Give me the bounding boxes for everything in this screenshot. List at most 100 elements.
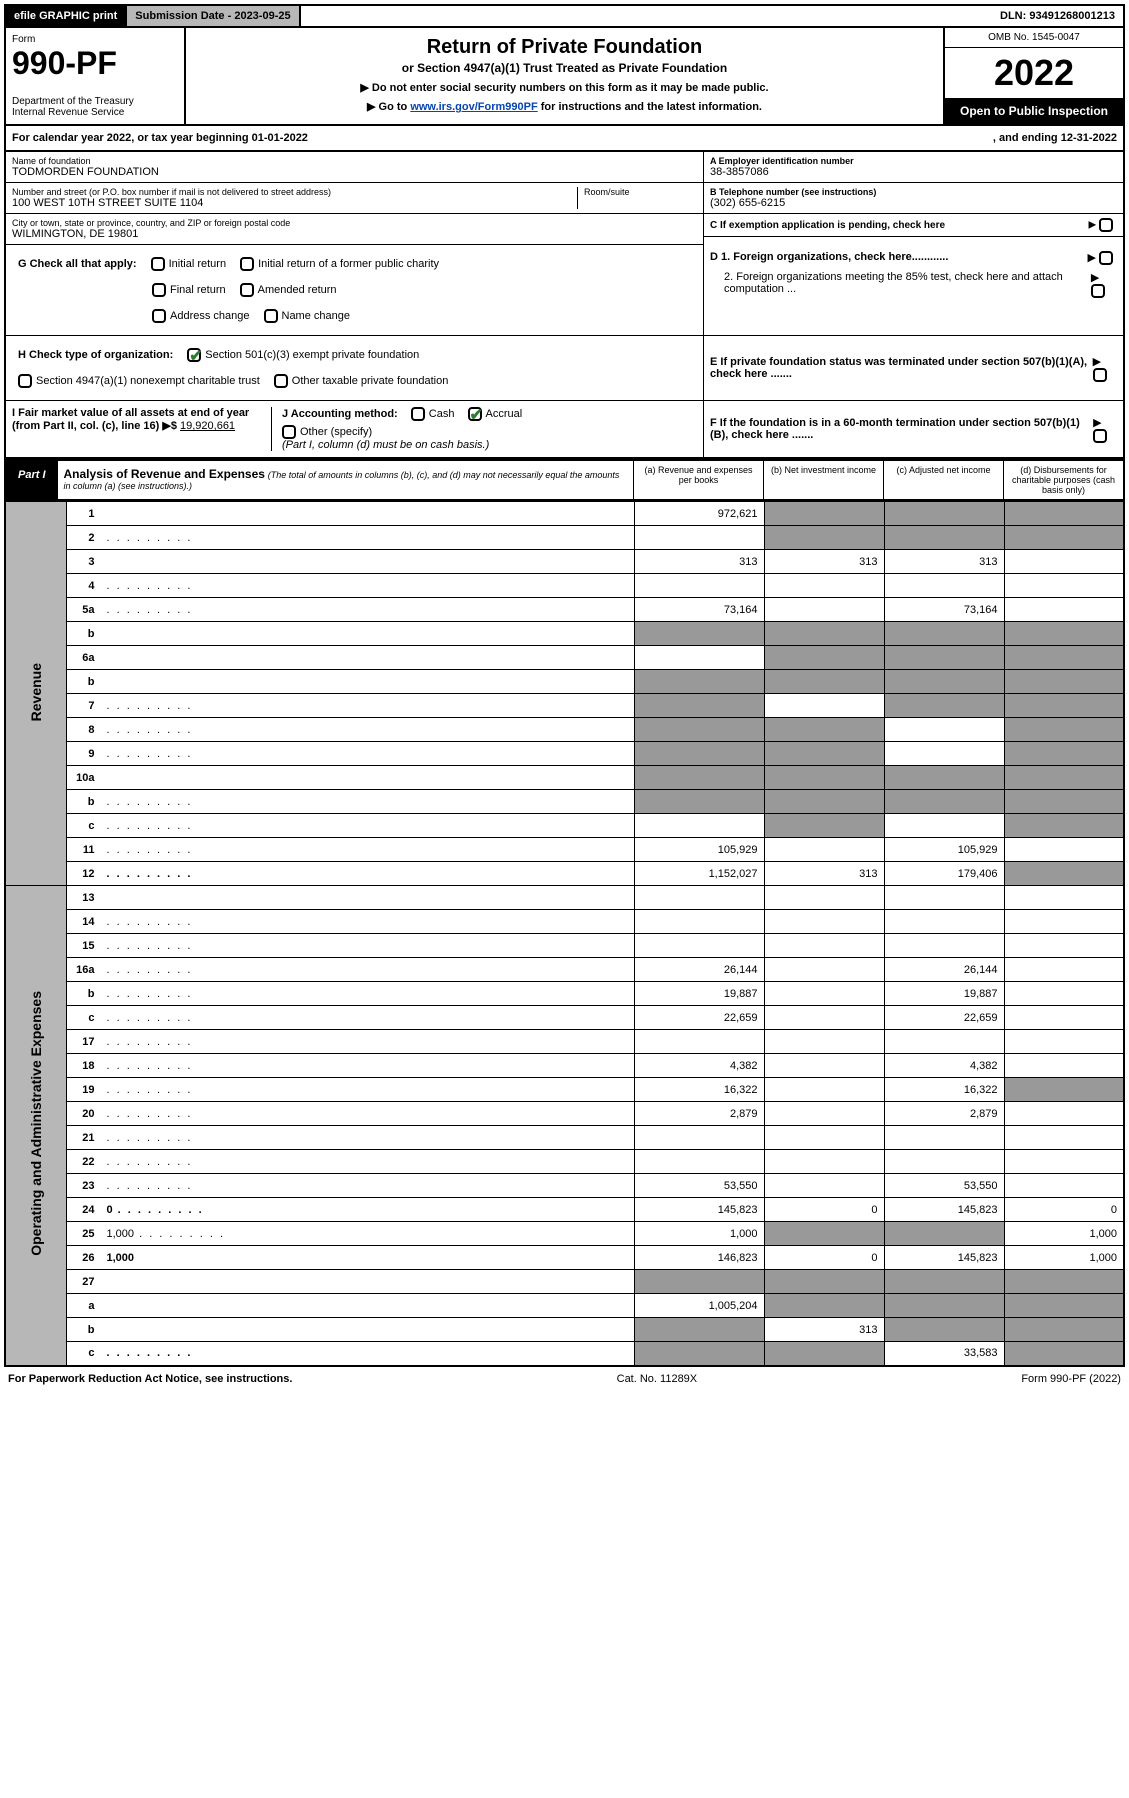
amount-cell: 4,382 [634, 1054, 764, 1078]
row-description [101, 1030, 635, 1054]
table-row: 240145,8230145,8230 [5, 1198, 1124, 1222]
amount-cell [1004, 1294, 1124, 1318]
amount-cell [1004, 1054, 1124, 1078]
row-description [101, 1318, 635, 1342]
amount-cell: 1,000 [1004, 1246, 1124, 1270]
row-description [101, 550, 635, 574]
g-initial-former-checkbox[interactable] [240, 257, 254, 271]
d1-checkbox[interactable] [1099, 251, 1113, 265]
table-row: 184,3824,382 [5, 1054, 1124, 1078]
row-number: 9 [67, 742, 101, 766]
amount-cell: 145,823 [884, 1198, 1004, 1222]
h-other-checkbox[interactable] [274, 374, 288, 388]
analysis-table: Revenue1972,6212331331331345a73,16473,16… [4, 501, 1125, 1367]
amount-cell [1004, 766, 1124, 790]
amount-cell [634, 814, 764, 838]
amount-cell [634, 1150, 764, 1174]
table-row: 3313313313 [5, 550, 1124, 574]
amount-cell [764, 1030, 884, 1054]
amount-cell [1004, 694, 1124, 718]
omb-number: OMB No. 1545-0047 [945, 28, 1123, 48]
row-description [101, 1078, 635, 1102]
table-row: 1916,32216,322 [5, 1078, 1124, 1102]
g-final-checkbox[interactable] [152, 283, 166, 297]
row-number: 23 [67, 1174, 101, 1198]
amount-cell [1004, 1078, 1124, 1102]
row-description [101, 934, 635, 958]
amount-cell [634, 622, 764, 646]
row-description [101, 1054, 635, 1078]
row-description [101, 1126, 635, 1150]
amount-cell: 16,322 [634, 1078, 764, 1102]
amount-cell [764, 910, 884, 934]
amount-cell [1004, 670, 1124, 694]
row-description [101, 598, 635, 622]
foundation-name-cell: Name of foundation TODMORDEN FOUNDATION [6, 152, 703, 183]
row-description [101, 670, 635, 694]
amount-cell [764, 526, 884, 550]
amount-cell: 313 [884, 550, 1004, 574]
amount-cell [764, 814, 884, 838]
amount-cell [1004, 1270, 1124, 1294]
irs-link[interactable]: www.irs.gov/Form990PF [410, 101, 537, 113]
g-address-checkbox[interactable] [152, 309, 166, 323]
table-row: b [5, 622, 1124, 646]
amount-cell [764, 646, 884, 670]
amount-cell [634, 1030, 764, 1054]
g-amended-checkbox[interactable] [240, 283, 254, 297]
amount-cell [764, 1222, 884, 1246]
row-number: 7 [67, 694, 101, 718]
amount-cell: 972,621 [634, 502, 764, 526]
amount-cell [884, 718, 1004, 742]
c-checkbox[interactable] [1099, 218, 1113, 232]
table-row: 16a26,14426,144 [5, 958, 1124, 982]
row-description [101, 502, 635, 526]
amount-cell [1004, 886, 1124, 910]
row-number: 16a [67, 958, 101, 982]
j-other-checkbox[interactable] [282, 425, 296, 439]
calendar-year-row: For calendar year 2022, or tax year begi… [4, 126, 1125, 152]
table-row: 21 [5, 1126, 1124, 1150]
amount-cell [634, 742, 764, 766]
f-checkbox[interactable] [1093, 429, 1107, 443]
row-description [101, 982, 635, 1006]
g-initial-checkbox[interactable] [151, 257, 165, 271]
tax-year: 2022 [945, 48, 1123, 98]
amount-cell [1004, 1126, 1124, 1150]
table-row: 10a [5, 766, 1124, 790]
section-h-row: H Check type of organization: Section 50… [4, 336, 1125, 401]
row-description [101, 742, 635, 766]
form-header: Form 990-PF Department of the Treasury I… [4, 28, 1125, 126]
amount-cell [764, 502, 884, 526]
table-row: 22 [5, 1150, 1124, 1174]
amount-cell [884, 670, 1004, 694]
row-description [101, 838, 635, 862]
row-description [101, 958, 635, 982]
h-501c3-checkbox[interactable] [187, 348, 201, 362]
table-row: 15 [5, 934, 1124, 958]
footer-right: Form 990-PF (2022) [1021, 1373, 1121, 1385]
row-description [101, 646, 635, 670]
amount-cell: 1,000 [634, 1222, 764, 1246]
e-checkbox[interactable] [1093, 368, 1107, 382]
amount-cell [884, 1318, 1004, 1342]
amount-cell [634, 526, 764, 550]
d2-checkbox[interactable] [1091, 284, 1105, 298]
amount-cell [1004, 1174, 1124, 1198]
g-name-checkbox[interactable] [264, 309, 278, 323]
j-accrual-checkbox[interactable] [468, 407, 482, 421]
table-row: 27 [5, 1270, 1124, 1294]
row-number: 11 [67, 838, 101, 862]
j-cash-checkbox[interactable] [411, 407, 425, 421]
amount-cell [1004, 1318, 1124, 1342]
table-row: Operating and Administrative Expenses13 [5, 886, 1124, 910]
row-description: 1,000 [101, 1246, 635, 1270]
amount-cell [884, 526, 1004, 550]
page-footer: For Paperwork Reduction Act Notice, see … [4, 1367, 1125, 1391]
row-number: 27 [67, 1270, 101, 1294]
row-number: 3 [67, 550, 101, 574]
section-c-cell: C If exemption application is pending, c… [704, 214, 1123, 237]
h-4947-checkbox[interactable] [18, 374, 32, 388]
row-number: c [67, 1006, 101, 1030]
amount-cell [1004, 1342, 1124, 1366]
